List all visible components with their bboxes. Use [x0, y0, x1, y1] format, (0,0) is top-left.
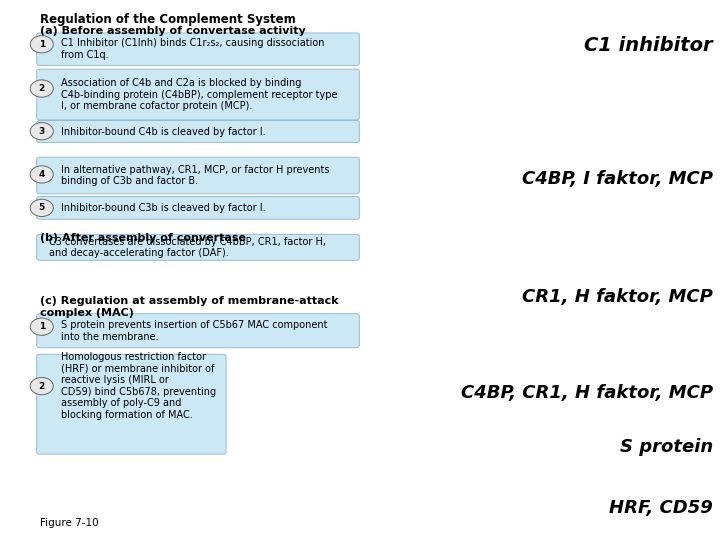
Text: 1: 1: [39, 40, 45, 49]
Text: 3: 3: [39, 127, 45, 136]
Text: 1: 1: [39, 322, 45, 331]
Circle shape: [30, 166, 53, 183]
Circle shape: [30, 377, 53, 395]
Text: Figure 7-10: Figure 7-10: [40, 518, 98, 528]
Text: (b) After assembly of convertase: (b) After assembly of convertase: [40, 233, 246, 244]
Text: complex (MAC): complex (MAC): [40, 308, 133, 318]
Text: 2: 2: [39, 382, 45, 390]
Text: Inhibitor-bound C3b is cleaved by factor I.: Inhibitor-bound C3b is cleaved by factor…: [61, 203, 266, 213]
FancyBboxPatch shape: [37, 197, 359, 219]
Text: C3 convertases are dissociated by C4bBP, CR1, factor H,
and decay-accelerating f: C3 convertases are dissociated by C4bBP,…: [49, 237, 326, 258]
Circle shape: [30, 199, 53, 217]
Text: In alternative pathway, CR1, MCP, or factor H prevents
binding of C3b and factor: In alternative pathway, CR1, MCP, or fac…: [61, 165, 330, 186]
Circle shape: [30, 123, 53, 140]
Text: Inhibitor-bound C4b is cleaved by factor I.: Inhibitor-bound C4b is cleaved by factor…: [61, 127, 266, 137]
FancyBboxPatch shape: [37, 69, 359, 120]
Text: Regulation of the Complement System: Regulation of the Complement System: [40, 14, 295, 26]
Text: CR1, H faktor, MCP: CR1, H faktor, MCP: [522, 288, 713, 306]
Circle shape: [30, 318, 53, 335]
Text: 4: 4: [39, 170, 45, 179]
Text: 5: 5: [39, 204, 45, 212]
Text: C4BP, CR1, H faktor, MCP: C4BP, CR1, H faktor, MCP: [461, 384, 713, 402]
FancyBboxPatch shape: [37, 120, 359, 143]
FancyBboxPatch shape: [37, 234, 359, 260]
Text: C4BP, I faktor, MCP: C4BP, I faktor, MCP: [522, 170, 713, 188]
FancyBboxPatch shape: [37, 157, 359, 194]
Text: C1 inhibitor: C1 inhibitor: [584, 36, 713, 55]
Circle shape: [30, 36, 53, 53]
Text: Homologous restriction factor
(HRF) or membrane inhibitor of
reactive lysis (MIR: Homologous restriction factor (HRF) or m…: [61, 352, 216, 420]
FancyBboxPatch shape: [37, 354, 226, 454]
Text: 2: 2: [39, 84, 45, 93]
Text: HRF, CD59: HRF, CD59: [609, 498, 713, 517]
Text: (c) Regulation at assembly of membrane-attack: (c) Regulation at assembly of membrane-a…: [40, 296, 338, 306]
Text: S protein: S protein: [619, 438, 713, 456]
Circle shape: [30, 80, 53, 97]
Text: (a) Before assembly of convertase activity: (a) Before assembly of convertase activi…: [40, 26, 305, 36]
Text: Association of C4b and C2a is blocked by binding
C4b-binding protein (C4bBP), co: Association of C4b and C2a is blocked by…: [61, 78, 338, 111]
Text: S protein prevents insertion of C5b67 MAC component
into the membrane.: S protein prevents insertion of C5b67 MA…: [61, 320, 328, 342]
FancyBboxPatch shape: [37, 33, 359, 65]
FancyBboxPatch shape: [37, 314, 359, 348]
Text: C1 Inhibitor (C1Inh) binds C1r₂s₂, causing dissociation
from C1q.: C1 Inhibitor (C1Inh) binds C1r₂s₂, causi…: [61, 38, 325, 60]
